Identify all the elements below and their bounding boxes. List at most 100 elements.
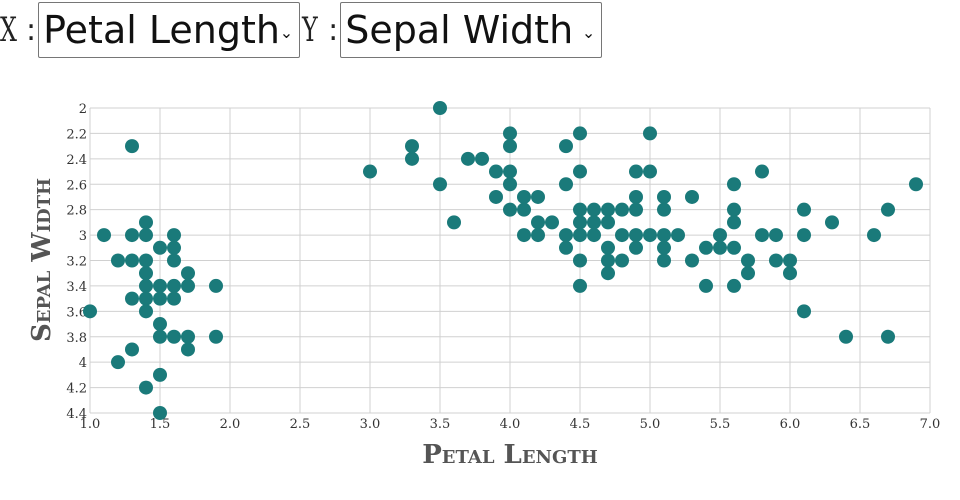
data-point: [629, 228, 643, 243]
data-point: [531, 228, 545, 243]
data-point: [741, 253, 755, 268]
y-tick-label: 2: [79, 102, 87, 117]
data-point: [139, 253, 153, 268]
data-point: [111, 355, 125, 370]
data-point: [657, 253, 671, 268]
data-point: [475, 151, 489, 166]
data-point: [755, 164, 769, 179]
data-point: [587, 202, 601, 217]
chevron-down-icon: ⌄: [279, 23, 294, 42]
data-point: [601, 266, 615, 281]
data-point: [209, 278, 223, 293]
data-point: [867, 228, 881, 243]
x-tick-label: 1.0: [80, 417, 101, 432]
data-point: [629, 189, 643, 204]
data-point: [153, 329, 167, 344]
data-point: [559, 177, 573, 192]
data-point: [125, 228, 139, 243]
data-point: [517, 228, 531, 243]
y-tick-label: 2.4: [66, 153, 87, 168]
y-tick-label: 4.4: [66, 407, 87, 422]
data-point: [139, 380, 153, 395]
y-tick-label: 3: [79, 229, 87, 244]
data-point: [167, 253, 181, 268]
x-tick-label: 2.5: [290, 417, 311, 432]
x-axis-select[interactable]: Petal Length ⌄: [38, 2, 301, 58]
data-point: [727, 240, 741, 255]
data-point: [153, 367, 167, 382]
data-point: [559, 139, 573, 154]
x-colon: :: [26, 12, 37, 48]
y-tick-label: 2.6: [66, 178, 87, 193]
data-point: [741, 266, 755, 281]
data-point: [545, 215, 559, 230]
data-point: [797, 228, 811, 243]
y-tick-label: 3.8: [66, 331, 87, 346]
data-point: [783, 266, 797, 281]
data-point: [825, 215, 839, 230]
x-tick-label: 1.5: [150, 417, 171, 432]
data-point: [755, 228, 769, 243]
data-point: [685, 253, 699, 268]
data-point: [629, 202, 643, 217]
data-point: [209, 329, 223, 344]
data-point: [685, 189, 699, 204]
data-point: [531, 215, 545, 230]
axis-controls: X : Petal Length ⌄ Y : Sepal Width ⌄: [0, 0, 604, 60]
data-point: [573, 202, 587, 217]
data-point: [629, 240, 643, 255]
data-point: [881, 329, 895, 344]
data-point: [517, 189, 531, 204]
data-point: [727, 177, 741, 192]
data-point: [615, 202, 629, 217]
data-point: [839, 329, 853, 344]
data-point: [405, 139, 419, 154]
y-axis-title: Sepal Width: [27, 178, 57, 342]
x-tick-label: 4.0: [500, 417, 521, 432]
y-tick-label: 3.6: [66, 305, 87, 320]
data-point: [405, 151, 419, 166]
y-axis-select[interactable]: Sepal Width ⌄: [340, 2, 603, 58]
data-point: [657, 202, 671, 217]
y-tick-label: 3.2: [66, 255, 87, 270]
x-tick-label: 5.5: [710, 417, 731, 432]
data-point: [643, 228, 657, 243]
data-point: [167, 329, 181, 344]
data-point: [573, 228, 587, 243]
y-tick-label: 2.8: [66, 204, 87, 219]
data-point: [503, 202, 517, 217]
data-point: [503, 164, 517, 179]
data-point: [167, 291, 181, 306]
data-point: [447, 215, 461, 230]
x-tick-label: 3.0: [360, 417, 381, 432]
data-point: [531, 189, 545, 204]
data-point: [769, 228, 783, 243]
data-point: [503, 126, 517, 141]
data-point: [153, 406, 167, 420]
data-point: [181, 278, 195, 293]
data-point: [559, 228, 573, 243]
data-point: [181, 329, 195, 344]
data-point: [181, 266, 195, 281]
data-point: [111, 253, 125, 268]
data-point: [629, 164, 643, 179]
data-point: [167, 240, 181, 255]
data-point: [433, 101, 447, 115]
x-axis-select-value: Petal Length: [43, 8, 280, 52]
data-point: [489, 189, 503, 204]
data-point: [671, 228, 685, 243]
data-point: [97, 228, 111, 243]
data-point: [797, 304, 811, 319]
scatter-chart: 1.0 1.5 2.0 2.5 3.0 3.5 4.0 4.5 5.0 5.5 6.0 6.5 7.0 …: [27, 101, 940, 470]
data-point: [363, 164, 377, 179]
data-point: [503, 139, 517, 154]
data-point: [587, 228, 601, 243]
data-point: [125, 139, 139, 154]
x-tick-label: 5.0: [640, 417, 661, 432]
y-axis-control-label: Y: [302, 10, 318, 50]
data-point: [769, 253, 783, 268]
data-point: [643, 164, 657, 179]
data-point: [657, 240, 671, 255]
data-point: [167, 278, 181, 293]
data-point: [167, 228, 181, 243]
